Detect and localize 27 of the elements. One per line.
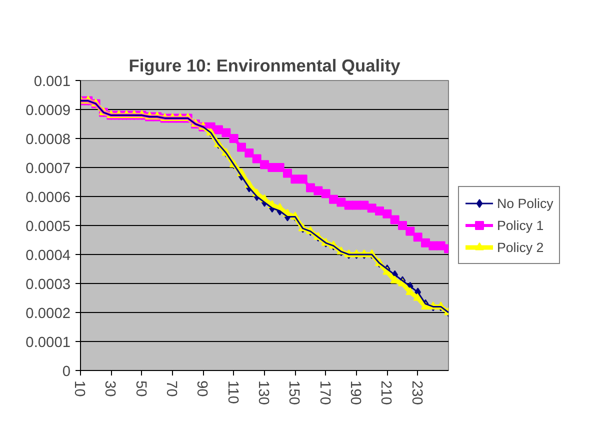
- x-tick-label: 170: [316, 380, 332, 405]
- x-tick-label: 210: [378, 380, 394, 405]
- x-tick-label: 230: [408, 380, 424, 405]
- x-tick-label: 110: [224, 380, 240, 404]
- y-tick-label: 0: [62, 364, 71, 380]
- x-tick-label: 30: [102, 380, 118, 397]
- y-tick-label: 0.0002: [26, 306, 70, 322]
- x-tick-label: 190: [347, 380, 363, 405]
- legend-label: Policy 1: [497, 218, 544, 232]
- y-tick-label: 0.0004: [26, 248, 70, 264]
- y-tick-label: 0.0009: [26, 103, 70, 119]
- chart-title: Figure 10: Environmental Quality: [128, 56, 401, 76]
- y-tick-label: 0.0006: [26, 190, 70, 206]
- y-tick-label: 0.0008: [26, 132, 70, 148]
- x-tick-label: 70: [163, 380, 179, 397]
- legend-label: No Policy: [497, 196, 554, 210]
- legend-label: Policy 2: [497, 240, 544, 254]
- y-tick-label: 0.001: [34, 74, 71, 90]
- x-tick-label: 90: [194, 380, 210, 397]
- y-tick-label: 0.0003: [26, 277, 70, 293]
- y-tick-label: 0.0007: [26, 161, 70, 177]
- x-tick-label: 130: [255, 380, 271, 405]
- y-tick-label: 0.0005: [26, 219, 70, 235]
- y-tick-label: 0.0001: [26, 335, 70, 351]
- x-tick-label: 10: [71, 380, 87, 397]
- x-tick-label: 50: [132, 380, 148, 397]
- x-tick-label: 150: [286, 380, 302, 405]
